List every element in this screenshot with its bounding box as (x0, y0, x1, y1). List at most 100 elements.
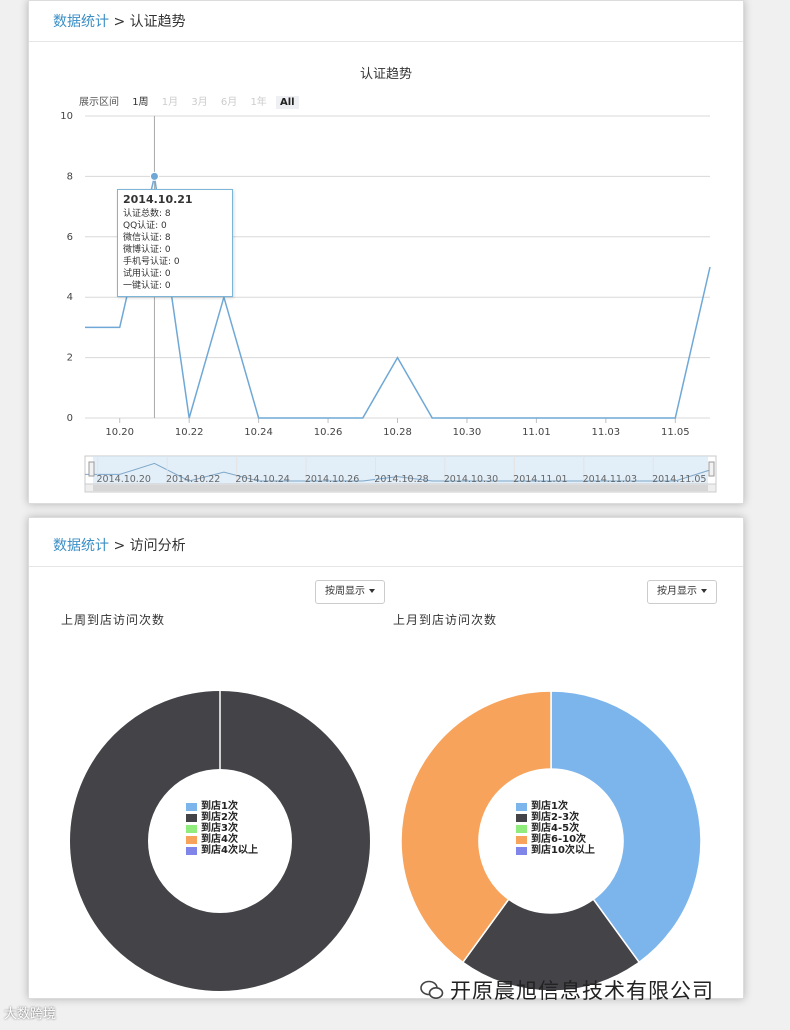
legend-label: 到店4次以上 (201, 845, 258, 856)
legend-label: 到店4-5次 (531, 823, 580, 834)
navigator-label: 2014.10.24 (235, 474, 289, 485)
legend-swatch (516, 824, 527, 833)
tooltip-row: 微信认证: 8 (123, 233, 171, 243)
tooltip-row: QQ认证: 0 (123, 221, 167, 231)
tooltip-row: 试用认证: 0 (123, 269, 171, 279)
legend-swatch (516, 846, 527, 855)
legend-label: 到店1次 (201, 801, 238, 812)
y-tick-label: 6 (67, 232, 73, 243)
legend-item[interactable]: 到店2-3次 (516, 812, 595, 823)
breadcrumb-divider (29, 41, 743, 42)
legend-item[interactable]: 到店4-5次 (516, 823, 595, 834)
breadcrumb-root-link[interactable]: 数据统计 (53, 14, 109, 30)
month-legend: 到店1次 到店2-3次 到店4-5次 到店6-10次 到店10次以上 (516, 801, 595, 856)
range-option-3m[interactable]: 3月 (191, 97, 208, 108)
legend-item[interactable]: 到店4次 (186, 834, 258, 845)
legend-swatch (186, 835, 197, 844)
x-tick-label: 10.28 (383, 427, 412, 438)
range-label: 展示区间 (79, 97, 119, 108)
pie-slice (461, 898, 641, 992)
x-tick-label: 10.30 (453, 427, 482, 438)
legend-swatch (186, 813, 197, 822)
navigator-label: 2014.11.05 (652, 474, 706, 485)
legend-item[interactable]: 到店6-10次 (516, 834, 595, 845)
legend-item[interactable]: 到店4次以上 (186, 845, 258, 856)
week-view-button[interactable]: 按周显示 (315, 580, 385, 604)
x-tick-label: 11.01 (522, 427, 551, 438)
breadcrumb-root-link[interactable]: 数据统计 (53, 538, 109, 554)
breadcrumb-divider (29, 566, 743, 567)
breadcrumb: 数据统计 > 认证趋势 (53, 11, 186, 31)
legend-item[interactable]: 到店1次 (186, 801, 258, 812)
x-tick-label: 10.22 (175, 427, 204, 438)
navigator-left-handle[interactable] (88, 461, 95, 477)
month-view-button[interactable]: 按月显示 (647, 580, 717, 604)
watermark-left: 大数跨境 (4, 1003, 56, 1022)
caret-down-icon (701, 589, 707, 593)
caret-down-icon (369, 589, 375, 593)
range-option-all[interactable]: All (276, 96, 299, 109)
chart-tooltip: 2014.10.21 认证总数: 8 QQ认证: 0 微信认证: 8 微博认证:… (117, 189, 233, 297)
legend-swatch (516, 835, 527, 844)
tooltip-row: 手机号认证: 0 (123, 257, 180, 267)
chart-title: 认证趋势 (359, 67, 412, 82)
navigator-right-handle[interactable] (708, 461, 715, 477)
legend-item[interactable]: 到店2次 (186, 812, 258, 823)
x-tick-label: 10.24 (244, 427, 273, 438)
legend-swatch (516, 813, 527, 822)
month-pie-title: 上月到店访问次数 (393, 613, 498, 627)
legend-label: 到店3次 (201, 823, 238, 834)
x-tick-label: 10.20 (105, 427, 134, 438)
week-legend: 到店1次 到店2次 到店3次 到店4次 到店4次以上 (186, 801, 258, 856)
tooltip-row: 一键认证: 0 (123, 281, 171, 291)
legend-swatch (516, 802, 527, 811)
navigator-label: 2014.10.26 (305, 474, 359, 485)
legend-label: 到店4次 (201, 834, 238, 845)
navigator-label: 2014.10.28 (374, 474, 428, 485)
week-pie-title: 上周到店访问次数 (61, 613, 166, 627)
x-tick-label: 11.05 (661, 427, 690, 438)
month-view-label: 按月显示 (657, 586, 697, 597)
legend-label: 到店2次 (201, 812, 238, 823)
legend-label: 到店10次以上 (531, 845, 595, 856)
legend-item[interactable]: 到店1次 (516, 801, 595, 812)
breadcrumb-separator: > (113, 538, 126, 554)
legend-item[interactable]: 到店3次 (186, 823, 258, 834)
data-point (149, 171, 159, 181)
week-view-label: 按周显示 (325, 586, 365, 597)
navigator-label: 2014.10.22 (166, 474, 220, 485)
legend-item[interactable]: 到店10次以上 (516, 845, 595, 856)
range-option-1m[interactable]: 1月 (161, 97, 179, 108)
pie-charts (70, 690, 702, 992)
navigator-label: 2014.11.03 (583, 474, 637, 485)
wechat-icon (420, 980, 444, 999)
y-tick-label: 0 (67, 413, 73, 424)
breadcrumb: 数据统计 > 访问分析 (53, 535, 186, 555)
trend-panel: 数据统计 > 认证趋势 认证趋势 展示区间 1周 1月 3月 6月 1年 All… (28, 0, 744, 504)
legend-label: 到店1次 (531, 801, 568, 812)
tooltip-row: 认证总数: 8 (123, 209, 171, 219)
visit-panel: 数据统计 > 访问分析 按周显示 按月显示 上周到店访问次数 上月到店访问次数 … (28, 517, 744, 999)
range-option-1y[interactable]: 1年 (250, 97, 267, 108)
scrollbar-thumb[interactable] (93, 485, 708, 491)
navigator-label: 2014.10.20 (97, 474, 151, 485)
watermark-right: 开原晨旭信息技术有限公司 (420, 975, 714, 1005)
x-tick-label: 10.26 (314, 427, 343, 438)
legend-label: 到店6-10次 (531, 834, 587, 845)
navigator-label: 2014.10.30 (444, 474, 498, 485)
pie-slice (400, 690, 552, 964)
watermark-left-text: 大数跨境 (4, 1007, 57, 1022)
y-tick-label: 2 (67, 353, 73, 364)
range-option-1w[interactable]: 1周 (132, 97, 149, 108)
legend-label: 到店2-3次 (531, 812, 580, 823)
tooltip-date: 2014.10.21 (123, 193, 193, 206)
y-tick-label: 10 (60, 111, 73, 122)
x-tick-label: 11.03 (592, 427, 621, 438)
legend-swatch (186, 846, 197, 855)
pie-slice (550, 690, 702, 964)
range-selector: 展示区间 1周 1月 3月 6月 1年 All (79, 92, 301, 109)
navigator-label: 2014.11.01 (513, 474, 567, 485)
tooltip-row: 微博认证: 0 (123, 245, 171, 255)
range-option-6m[interactable]: 6月 (220, 97, 238, 108)
legend-swatch (186, 824, 197, 833)
